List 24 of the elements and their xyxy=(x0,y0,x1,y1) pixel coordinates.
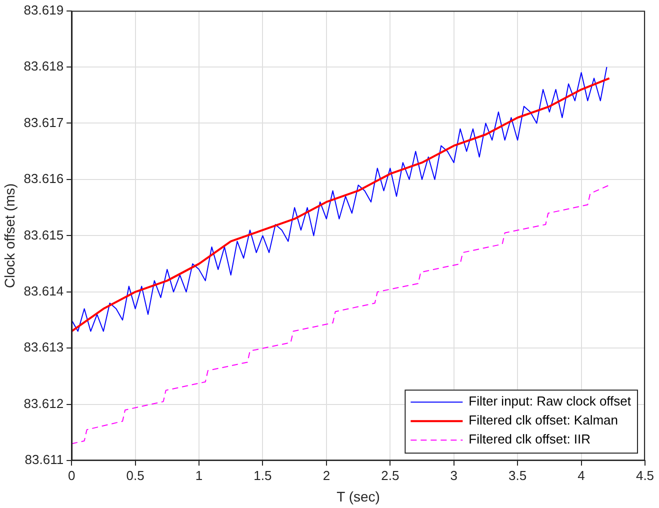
x-tick-label: 0 xyxy=(68,468,76,483)
x-tick-label: 3.5 xyxy=(508,468,527,483)
y-tick-label: 83.616 xyxy=(24,171,64,186)
x-tick-label: 2 xyxy=(322,468,330,483)
y-axis-title: Clock offset (ms) xyxy=(1,183,18,288)
x-axis-title: T (sec) xyxy=(336,488,380,504)
x-tick-label: 1.5 xyxy=(254,468,272,483)
legend-label: Filtered clk offset: Kalman xyxy=(468,412,618,428)
y-tick-label: 83.617 xyxy=(24,114,64,130)
y-tick-label: 83.619 xyxy=(24,2,64,18)
x-tick-label: 1 xyxy=(195,468,203,483)
y-tick-label: 83.612 xyxy=(24,396,64,411)
legend-label: Filtered clk offset: IIR xyxy=(468,432,591,447)
legend-label: Filter input: Raw clock offset xyxy=(468,394,632,409)
y-tick-label: 83.618 xyxy=(24,58,64,74)
y-tick-label: 83.613 xyxy=(24,340,64,355)
y-tick-label: 83.614 xyxy=(24,284,64,299)
x-tick-label: 2.5 xyxy=(381,468,400,483)
y-tick-label: 83.611 xyxy=(24,452,64,468)
x-tick-label: 4 xyxy=(578,468,585,483)
x-tick-label: 3 xyxy=(450,468,458,483)
x-tick-label: 4.5 xyxy=(636,468,654,483)
x-tick-label: 0.5 xyxy=(126,468,144,483)
y-tick-label: 83.615 xyxy=(24,227,64,242)
